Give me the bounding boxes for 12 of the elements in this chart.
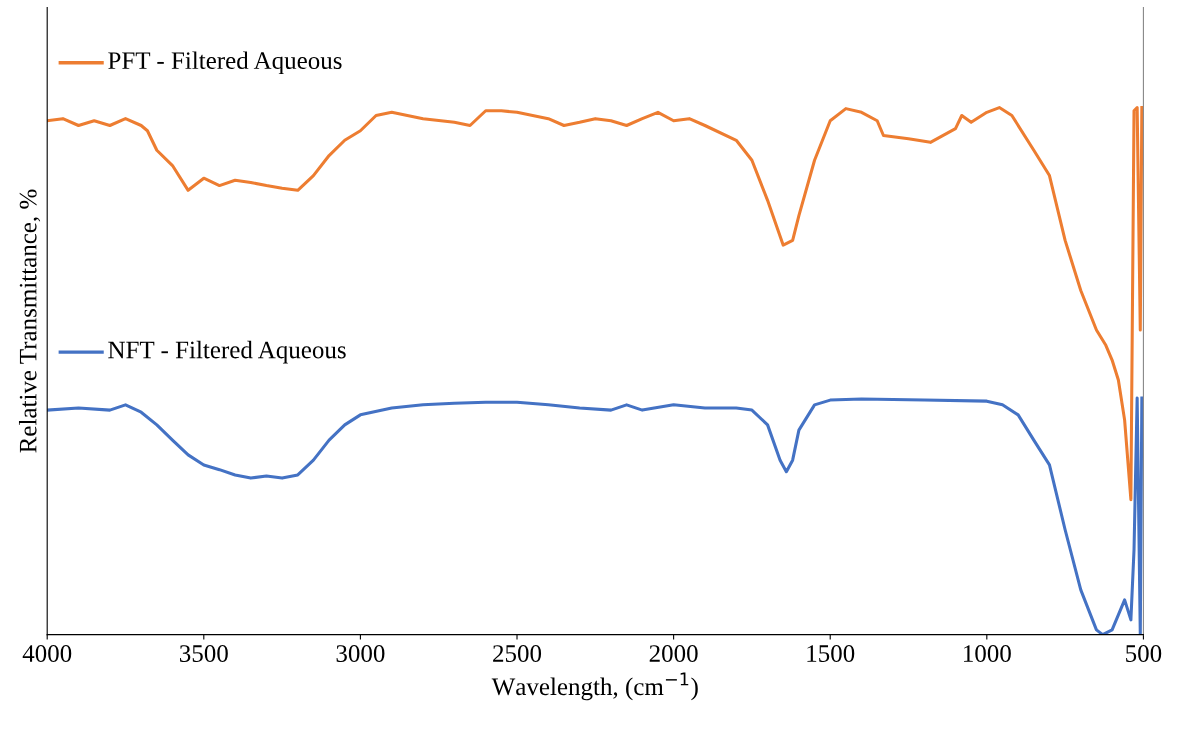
x-tick-label: 2500 [493,645,542,662]
y-axis-title: Relative Transmittance, % [18,189,41,453]
x-tick-label: 500 [1126,645,1162,662]
legend-label: NFT - Filtered Aqueous [108,340,346,364]
x-tick-label: 4000 [22,645,72,662]
x-tick-label: 2000 [649,645,698,662]
x-tick-label: 3000 [336,645,385,662]
x-axis-title: Wavelength, (cm$^{−1}$) [491,672,698,701]
x-tick-label: 3500 [180,645,228,662]
legend-label: PFT - Filtered Aqueous [108,51,342,75]
x-tick-label: 1000 [964,645,1011,662]
x-tick-label: 1500 [807,645,855,662]
